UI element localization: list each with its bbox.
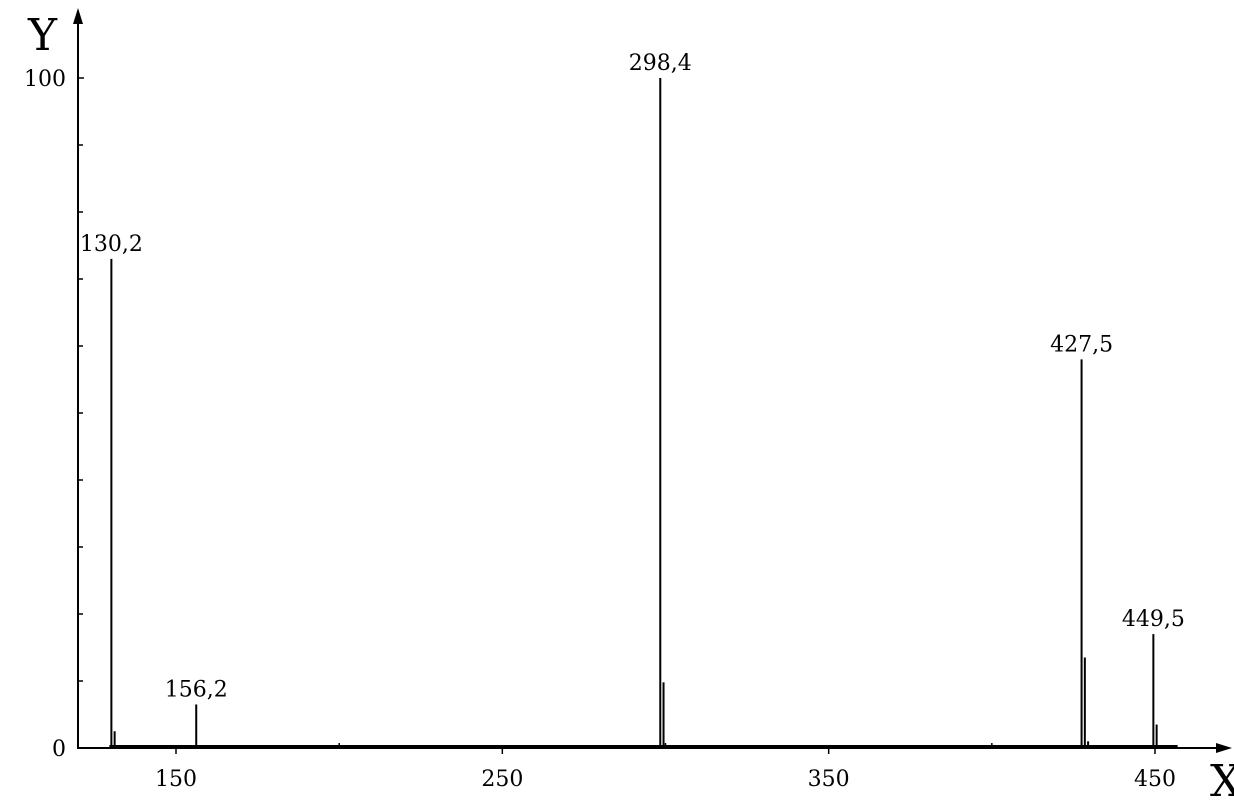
peak-label: 298,4 <box>629 51 692 76</box>
peak-label: 449,5 <box>1122 607 1185 632</box>
x-tick-label: 250 <box>481 767 523 792</box>
y-tick-label: 100 <box>24 67 66 92</box>
peak-label: 130,2 <box>80 232 143 257</box>
peak-labels: 130,2 156,2 298,4 427,5 449,5 <box>80 51 1185 702</box>
ticks: 150 250 350 450 0 100 <box>24 67 1176 792</box>
x-axis-label: X <box>1210 756 1234 800</box>
spectrum-peaks <box>110 78 1158 748</box>
y-axis-label: Y <box>27 10 58 61</box>
peak-label: 156,2 <box>165 677 228 702</box>
x-tick-label: 350 <box>808 767 850 792</box>
x-tick-label: 450 <box>1134 767 1176 792</box>
peak-label: 427,5 <box>1050 332 1113 357</box>
y-tick-label: 0 <box>52 737 66 762</box>
y-axis-arrow <box>73 8 83 24</box>
x-axis-arrow <box>1216 743 1232 753</box>
x-tick-label: 150 <box>155 767 197 792</box>
